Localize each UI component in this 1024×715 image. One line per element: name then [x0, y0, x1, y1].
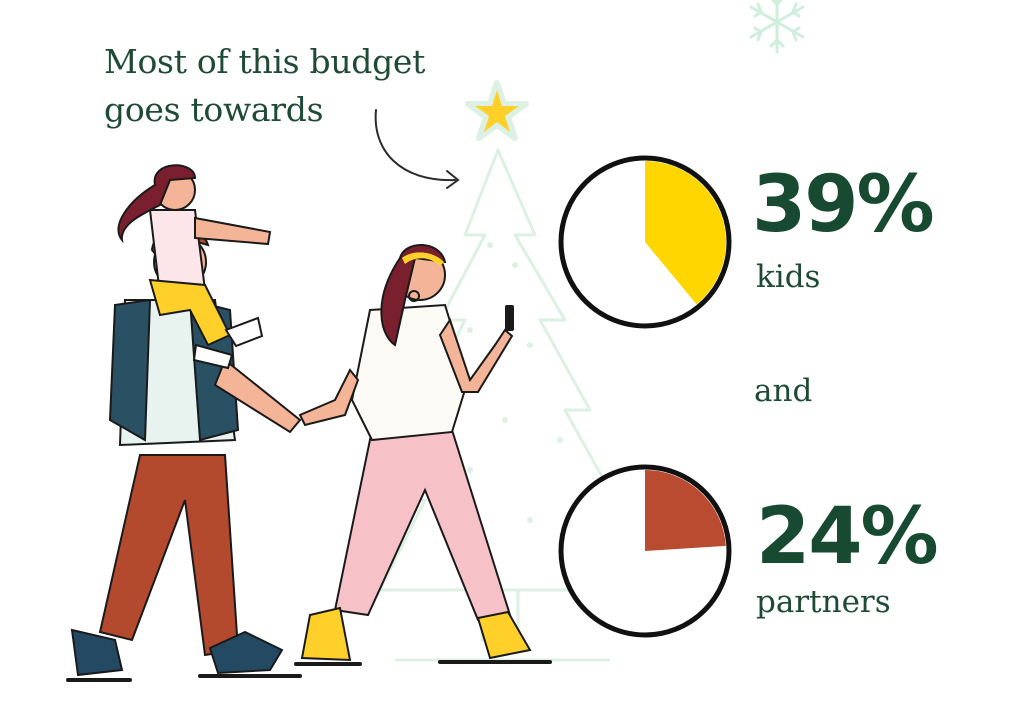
- kids-pie-slice: [645, 161, 726, 305]
- tree-dots: [467, 242, 563, 523]
- curved-arrow-icon: [374, 109, 460, 189]
- partners-percentage-label: 24%: [756, 492, 939, 582]
- partners-category-label: partners: [756, 584, 891, 620]
- connector-text: and: [754, 373, 813, 409]
- snowflake-icon: [749, 0, 805, 54]
- partners-pie-slice: [645, 470, 726, 551]
- kids-category-label: kids: [756, 259, 821, 295]
- family-illustration: [66, 164, 552, 682]
- kids-percentage-label: 39%: [752, 160, 935, 250]
- pie-charts: [558, 155, 732, 638]
- star-icon: [465, 80, 529, 141]
- headline: Most of this budget goes towards: [104, 42, 426, 129]
